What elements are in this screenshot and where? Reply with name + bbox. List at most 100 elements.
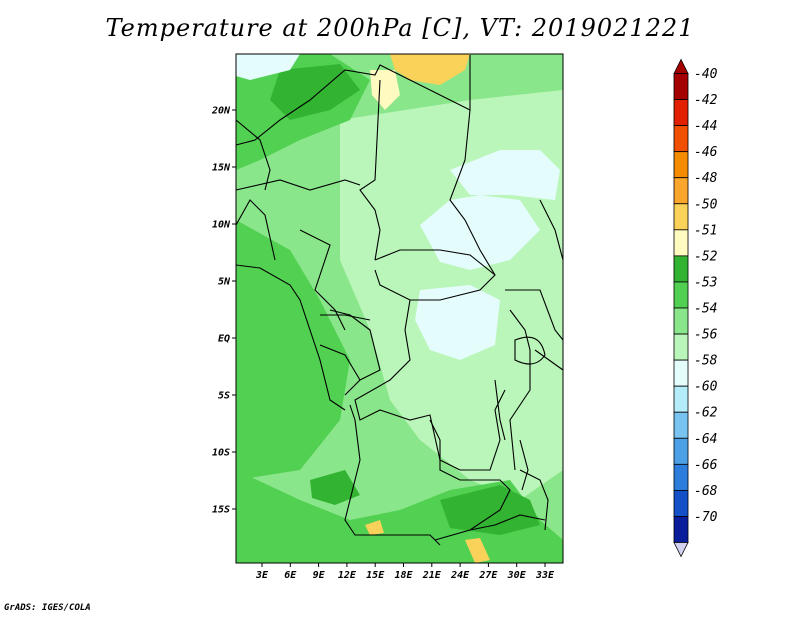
colorbar-over-triangle <box>673 58 689 74</box>
colorbar-label: -44 <box>694 119 717 134</box>
colorbar-swatch <box>673 177 689 205</box>
lon-tick-label: 9E <box>313 570 326 581</box>
colorbar-label: -68 <box>694 484 718 499</box>
lat-tick-label: EQ <box>218 334 230 345</box>
lat-tick-label: 10S <box>212 448 230 459</box>
colorbar-swatch <box>673 411 689 439</box>
lat-tick-label: 20N <box>211 106 231 117</box>
border-zambia <box>429 419 511 541</box>
lat-tick-label: 5S <box>218 391 230 402</box>
border-nw-coast <box>235 199 276 261</box>
lon-tick-label: 30E <box>507 570 527 581</box>
colorbar-label: -46 <box>694 145 718 160</box>
lon-tick-label: 15E <box>366 570 385 581</box>
lon-tick-label: 18E <box>394 570 413 581</box>
colorbar-label: -62 <box>694 406 718 421</box>
lon-tick-label: 12E <box>338 570 357 581</box>
lon-tick-label: 27E <box>478 570 498 581</box>
map-frame <box>235 53 564 564</box>
border-chad-sudan <box>359 79 381 261</box>
border-drc <box>354 299 506 471</box>
lon-tick-label: 33E <box>535 570 555 581</box>
border-congo <box>329 309 381 396</box>
field-region-hot-north <box>390 54 470 85</box>
colorbar: -40 -42 -44 -46 -48 -50 -51 -52 -53 -54 -56 -58 -60 -… <box>673 58 718 558</box>
colorbar-swatch <box>673 281 689 309</box>
border-niger-nigeria <box>235 179 361 191</box>
colorbar-label: -40 <box>694 67 718 82</box>
border-coastline-west <box>235 264 346 411</box>
colorbar-label: -70 <box>694 510 718 525</box>
border-car <box>374 249 496 301</box>
colorbar-swatch <box>673 307 689 335</box>
colorbar-swatch <box>673 437 689 465</box>
border-zimbabwe <box>469 514 546 531</box>
colorbar-label: -60 <box>694 380 718 395</box>
lat-axis: 20N 15N 10N 5N EQ 5S 10S 15S <box>211 106 236 516</box>
border-gabon <box>319 344 361 381</box>
footer-credit: GrADS: IGES/COLA <box>4 603 91 613</box>
colorbar-swatch <box>673 385 689 413</box>
field-region-cold-east <box>450 150 560 200</box>
border-cameroon-eq <box>320 314 371 321</box>
colorbar-swatch <box>673 489 689 517</box>
colorbar-label: -64 <box>694 432 717 447</box>
border-east-africa <box>509 309 531 471</box>
colorbar-swatch <box>673 151 689 179</box>
colorbar-swatch <box>673 99 689 127</box>
lon-tick-label: 3E <box>255 570 269 581</box>
border-lake-victoria <box>514 336 546 365</box>
field-region-hotter-north <box>370 70 400 110</box>
lat-tick-label: 15S <box>212 505 230 516</box>
field-region-warmer-sw <box>310 470 360 505</box>
field-region-warm-west <box>236 220 350 480</box>
field-region-hot-sw <box>365 520 384 535</box>
colorbar-label: -42 <box>694 93 718 108</box>
border-lake-tanganyika <box>494 379 506 441</box>
map-title: Temperature at 200hPa [C], VT: 201902122… <box>105 14 695 42</box>
field-region-warmer-south <box>440 485 540 535</box>
colorbar-swatch <box>673 333 689 361</box>
field-region-warmer-sahel <box>270 64 360 120</box>
lat-tick-label: 10N <box>212 220 231 231</box>
colorbar-label: -66 <box>694 458 718 473</box>
border-chad-east <box>449 109 496 276</box>
colorbar-label: -52 <box>694 249 718 264</box>
border-mozambique <box>519 469 549 531</box>
border-angola-zambia <box>344 404 441 546</box>
colorbar-swatch <box>673 516 689 543</box>
field-region-hot-south <box>465 538 490 563</box>
lat-tick-label: 15N <box>212 163 231 174</box>
colorbar-label: -58 <box>694 354 718 369</box>
lon-axis: 3E 6E 9E 12E 15E 18E 21E 24E 27E 30E 33E <box>255 563 555 581</box>
colorbar-label: -51 <box>694 223 717 238</box>
colorbar-swatch <box>673 125 689 153</box>
colorbar-label: -56 <box>694 328 718 343</box>
field-region-cold-congo <box>415 285 500 360</box>
colorbar-label: -54 <box>694 302 717 317</box>
border-libya-egypt-sudan <box>235 55 471 146</box>
colorbar-swatch <box>673 229 689 257</box>
colorbar-label: -50 <box>694 197 718 212</box>
border-ethiopia <box>539 199 564 261</box>
field-region-cold-nw <box>236 54 300 80</box>
colorbar-under-triangle <box>673 542 689 558</box>
colorbar-label: -48 <box>694 171 718 186</box>
border-uganda-kenya <box>505 289 564 341</box>
lon-tick-label: 21E <box>422 570 442 581</box>
colorbar-swatch <box>673 463 689 491</box>
lon-tick-label: 24E <box>450 570 470 581</box>
colorbar-swatch <box>673 359 689 387</box>
lon-tick-label: 6E <box>284 570 297 581</box>
border-kenya-tanzania <box>534 349 564 371</box>
colorbar-swatch <box>673 255 689 283</box>
lat-tick-label: 5N <box>218 277 231 288</box>
border-west-sahel <box>235 119 271 191</box>
temperature-field <box>236 54 563 563</box>
country-boundaries <box>235 55 564 546</box>
colorbar-label: -53 <box>694 275 717 290</box>
colorbar-swatch <box>673 73 689 100</box>
border-lake-malawi <box>519 439 529 491</box>
border-nigeria-cameroon <box>299 229 346 331</box>
